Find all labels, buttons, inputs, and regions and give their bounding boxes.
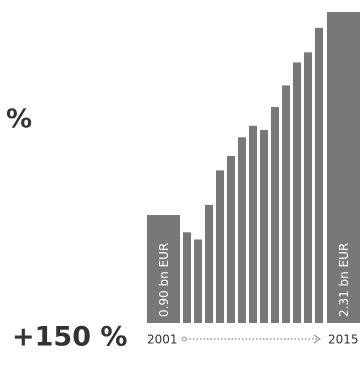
arrow-head xyxy=(313,334,322,344)
change-label: +150 % xyxy=(12,322,127,353)
bar xyxy=(147,215,180,323)
bar xyxy=(194,239,202,323)
bar xyxy=(227,155,235,323)
bar xyxy=(260,130,268,323)
bar xyxy=(271,107,279,324)
bar xyxy=(238,137,246,323)
arrow-tail xyxy=(181,336,187,342)
bar xyxy=(216,170,224,323)
bar xyxy=(327,12,360,323)
bar xyxy=(315,27,323,324)
bar xyxy=(304,52,312,323)
bar xyxy=(293,62,301,323)
value-label: 0.90 bn EUR xyxy=(157,243,171,317)
bar xyxy=(249,125,257,324)
bar xyxy=(205,204,213,323)
bar xyxy=(282,85,290,323)
value-label: 2.31 bn EUR xyxy=(337,243,351,317)
bar xyxy=(183,232,191,323)
headline: % xyxy=(6,105,32,135)
x-tick-label: 2015 xyxy=(328,333,359,347)
x-tick-label: 2001 xyxy=(147,333,178,347)
